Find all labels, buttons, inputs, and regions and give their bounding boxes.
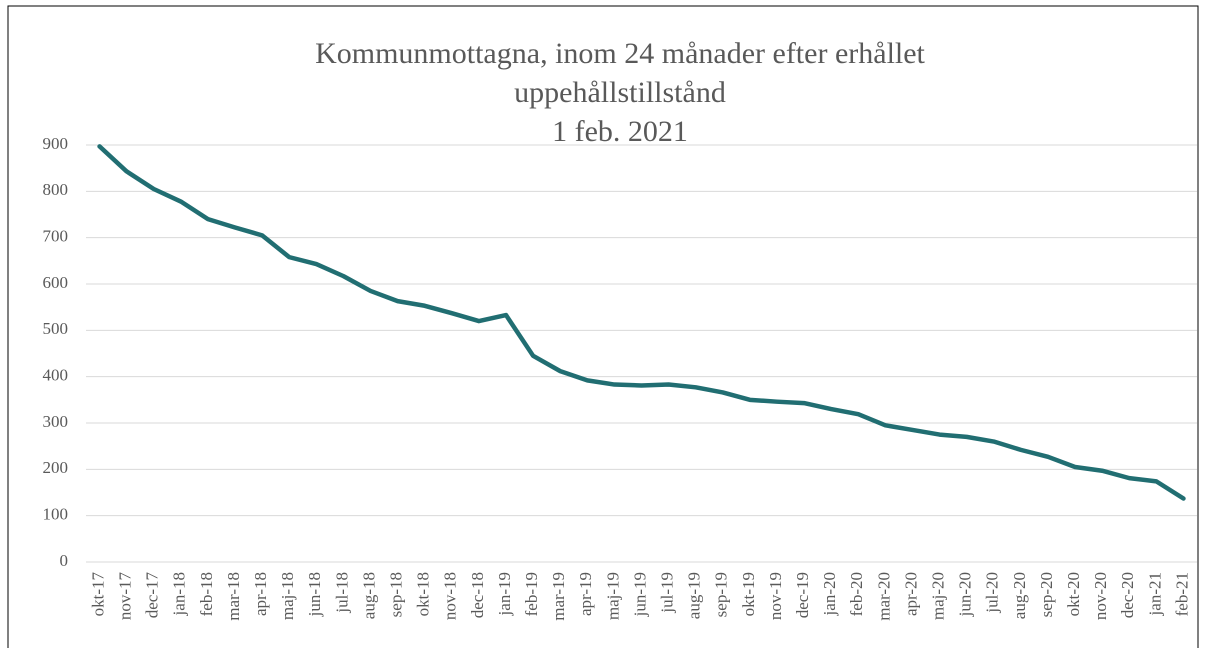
- x-tick-label: jan-21: [1145, 572, 1164, 616]
- chart-title: 1 feb. 2021: [552, 115, 688, 148]
- x-tick-label: dec-18: [468, 572, 487, 618]
- x-tick-label: maj-20: [928, 572, 947, 620]
- x-tick-label: jul-18: [332, 572, 351, 614]
- y-tick-label: 400: [43, 366, 69, 385]
- y-tick-label: 900: [43, 134, 69, 153]
- x-tick-label: mar-18: [224, 572, 243, 621]
- x-tick-label: jun-20: [956, 572, 975, 617]
- x-tick-label: nov-17: [116, 572, 135, 621]
- x-tick-label: sep-19: [712, 572, 731, 617]
- x-tick-label: maj-18: [278, 572, 297, 620]
- x-tick-label: sep-18: [387, 572, 406, 617]
- x-tick-label: aug-20: [1010, 572, 1029, 619]
- y-tick-label: 100: [43, 505, 69, 524]
- data-line: [97, 144, 1186, 501]
- x-tick-label: apr-18: [251, 572, 270, 616]
- x-tick-label: apr-19: [576, 572, 595, 616]
- y-tick-label: 200: [43, 458, 69, 477]
- x-tick-label: jan-18: [170, 572, 189, 616]
- x-tick-label: nov-19: [766, 572, 785, 620]
- y-tick-label: 300: [43, 412, 69, 431]
- x-tick-label: okt-19: [739, 572, 758, 616]
- x-tick-label: feb-20: [847, 572, 866, 616]
- x-tick-label: jan-20: [820, 572, 839, 616]
- chart-title: uppehållstillstånd: [514, 76, 726, 109]
- x-tick-label: apr-20: [901, 572, 920, 616]
- y-tick-label: 800: [43, 180, 69, 199]
- chart-border: [7, 5, 1199, 648]
- y-tick-label: 700: [43, 227, 69, 246]
- x-tick-label: dec-20: [1118, 572, 1137, 618]
- x-tick-label: dec-19: [793, 572, 812, 618]
- x-tick-label: jan-19: [495, 572, 514, 616]
- x-tick-label: dec-17: [143, 572, 162, 619]
- x-tick-label: okt-18: [414, 572, 433, 616]
- x-tick-label: feb-18: [197, 572, 216, 616]
- y-tick-label: 600: [43, 273, 69, 292]
- x-tick-label: nov-18: [441, 572, 460, 620]
- x-tick-label: feb-21: [1172, 572, 1191, 616]
- x-tick-label: jul-20: [983, 572, 1002, 614]
- chart-title: Kommunmottagna, inom 24 månader efter er…: [315, 37, 925, 70]
- x-tick-label: nov-20: [1091, 572, 1110, 620]
- x-tick-label: maj-19: [603, 572, 622, 620]
- x-tick-label: jun-18: [305, 572, 324, 617]
- x-tick-label: okt-17: [88, 572, 107, 617]
- x-tick-label: sep-20: [1037, 572, 1056, 617]
- x-tick-label: okt-20: [1064, 572, 1083, 616]
- y-tick-label: 500: [43, 319, 69, 338]
- x-tick-label: mar-19: [549, 572, 568, 621]
- x-tick-label: jun-19: [630, 572, 649, 617]
- x-tick-label: aug-18: [359, 572, 378, 619]
- y-tick-label: 0: [60, 551, 69, 570]
- x-tick-label: mar-20: [874, 572, 893, 621]
- x-tick-label: feb-19: [522, 572, 541, 616]
- x-tick-label: aug-19: [685, 572, 704, 619]
- x-tick-label: jul-19: [658, 572, 677, 614]
